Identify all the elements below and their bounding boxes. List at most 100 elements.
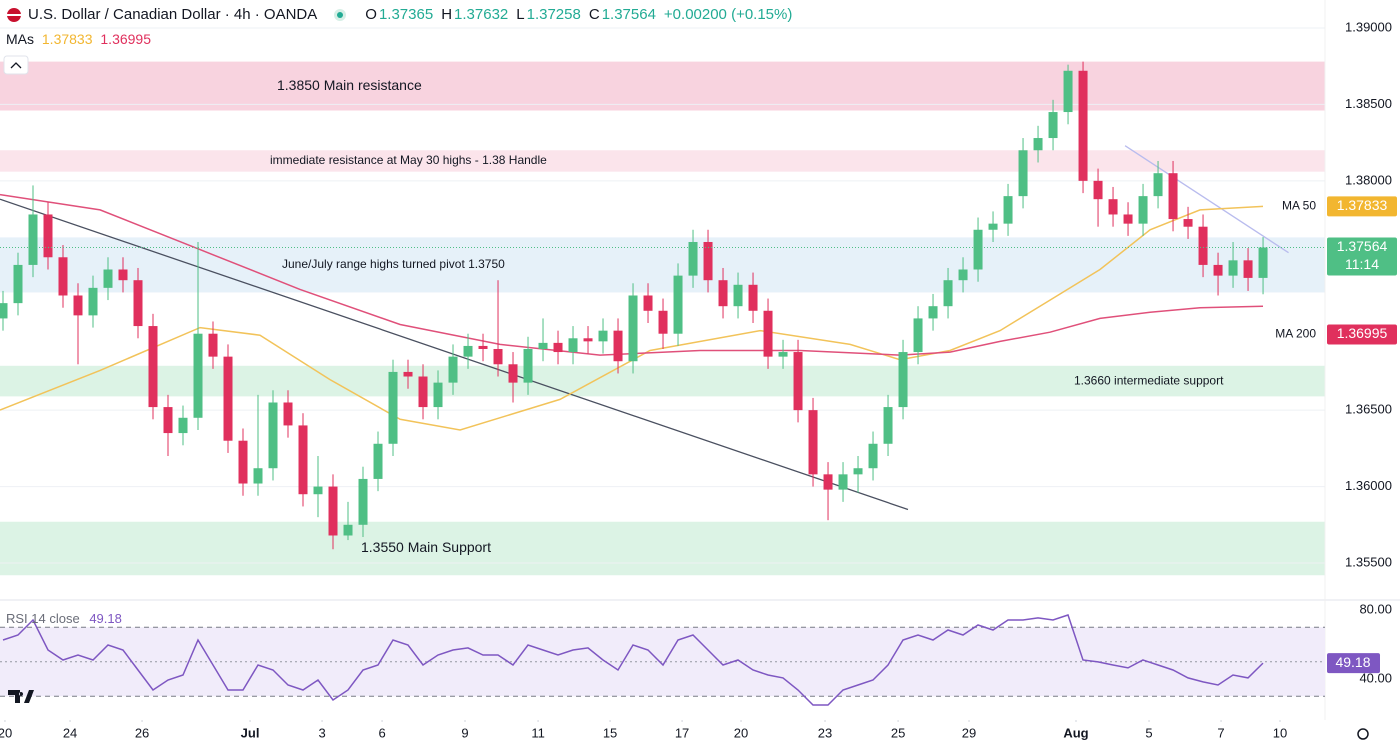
zone-label: 1.3550 Main Support [361,539,491,555]
candle-body [1003,196,1013,224]
rsi-title: RSI 14 close [6,611,80,626]
candle-body [373,443,383,479]
candle-body [478,345,488,349]
candle-body [748,284,758,311]
candle-body [1213,264,1223,276]
candle-body [958,269,968,281]
y-tick-label: 1.39000 [1345,19,1392,34]
x-tick-label: 6 [378,725,385,740]
candle-body [358,478,368,525]
zone-label: 1.3850 Main resistance [277,77,422,93]
candle-body [313,486,323,495]
candle-body [433,382,443,408]
candle-body [1258,247,1268,278]
candle-body [268,402,278,469]
candle-body [1123,214,1133,224]
candle-body [178,417,188,434]
candle-body [1018,150,1028,197]
candle-body [1153,173,1163,197]
candle-body [133,280,143,327]
candle-body [388,371,398,444]
x-tick-label: 24 [63,725,77,740]
x-tick-label: 9 [461,725,468,740]
x-tick-label: 23 [818,725,832,740]
candle-body [643,295,653,311]
zone [0,61,1325,111]
candle-body [73,295,83,316]
zone-label: 1.3660 intermediate support [1074,373,1224,387]
price-countdown: 11:14 [1345,256,1379,272]
trendline [0,198,909,511]
x-tick-label: Aug [1063,725,1088,740]
ma-name: MA 50 [1282,199,1316,213]
price-label-box [1327,324,1397,345]
candle-body [418,376,428,408]
zone [0,237,1325,293]
candle-body [1033,138,1043,151]
ma-name: MA 200 [1275,327,1316,341]
change: +0.00200 (+0.15%) [663,6,793,23]
candle-body [253,468,263,484]
candle-body [43,214,53,258]
candle-body [898,352,908,408]
ohlc-key: C [588,6,600,23]
x-tick-label: 10 [1273,725,1287,740]
candle-body [208,333,218,357]
candle-body [88,287,98,316]
candle-body [763,310,773,357]
candle-body [1108,199,1118,215]
y-tick-label: 1.35500 [1345,554,1392,569]
tv-logo [8,690,34,703]
candle-body [973,229,983,270]
candle-body [673,275,683,334]
rsi-label-box [1327,653,1380,674]
candle-body [883,407,893,444]
x-tick-label: 7 [1217,725,1224,740]
ma-legend: MAs 1.37833 1.36995 [6,31,151,47]
x-tick-label: 20 [0,725,12,740]
candle-body [928,306,938,319]
candle-body [148,326,158,408]
ohlc-key: H [441,6,453,23]
ohlc-key: O [365,6,377,23]
candle-body [103,269,113,288]
candle-body [808,410,818,475]
settings-icon[interactable] [1357,728,1369,740]
candle-body [403,371,413,377]
candle-body [838,474,848,490]
candle-body [1078,70,1088,181]
title: U.S. Dollar / Canadian Dollar · 4h · OAN… [28,6,318,23]
candle-body [583,338,593,342]
candle-body [733,284,743,307]
x-tick-label: 26 [135,725,149,740]
ohlc-value: 1.37258 [526,6,581,23]
ma-value: 1.36995 [100,31,151,47]
candle-body [628,295,638,362]
x-tick-label: 29 [962,725,976,740]
candle-body [328,486,338,536]
candle-body [283,402,293,426]
y-tick-label: 1.38000 [1345,172,1392,187]
x-tick-label: 20 [734,725,748,740]
x-tick-label: 3 [318,725,325,740]
candle-body [1063,70,1073,113]
rsi-legend: RSI 14 close 49.18 [6,611,122,626]
candle-body [1183,219,1193,227]
candle-body [493,348,503,365]
collapse-button[interactable] [3,55,29,75]
candle-body [793,352,803,411]
collapse-icon [10,62,22,69]
rsi-tick-label: 40.00 [1359,670,1392,685]
x-tick-label: 11 [531,725,545,740]
candle-body [13,264,23,304]
candle-body [223,356,233,441]
y-tick-label: 1.36000 [1345,478,1392,493]
candle-body [688,241,698,276]
zone [0,365,1325,397]
price-label: 1.37833 [1337,197,1388,213]
ohlc-value: 1.37365 [378,6,434,23]
rsi-label: 49.18 [1335,654,1370,670]
candle-body [1048,112,1058,139]
